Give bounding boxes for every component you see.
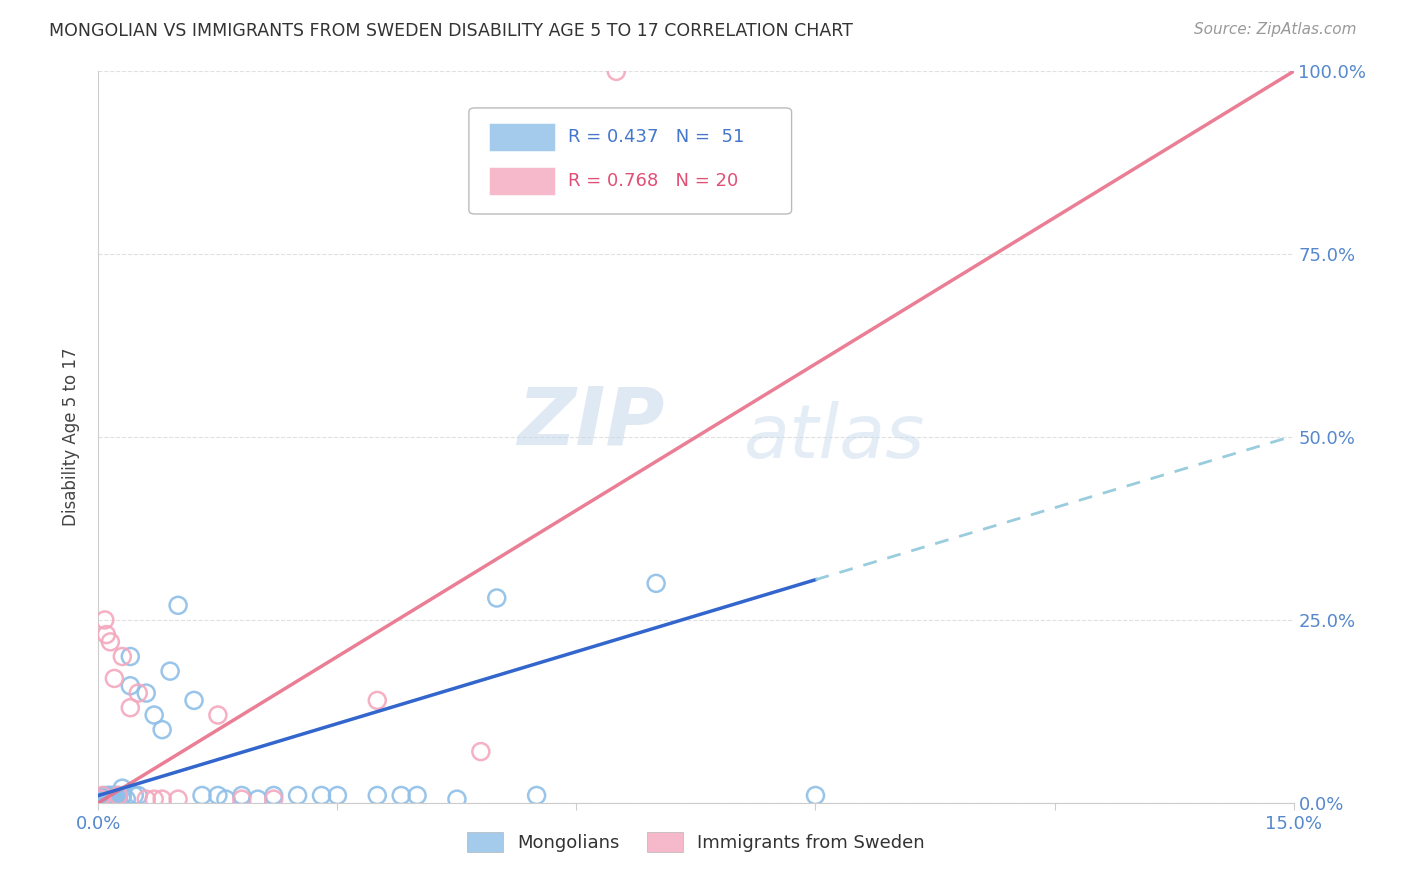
Point xyxy=(101,789,124,803)
Point xyxy=(90,792,112,806)
Point xyxy=(89,792,111,806)
Point xyxy=(90,792,112,806)
Point xyxy=(103,792,125,806)
Point xyxy=(98,792,122,806)
Point xyxy=(107,789,129,803)
Point xyxy=(150,723,173,737)
Point xyxy=(127,789,149,803)
Point xyxy=(215,792,238,806)
Point xyxy=(143,708,166,723)
Point xyxy=(263,792,285,806)
Point xyxy=(97,789,120,803)
Point xyxy=(111,781,134,796)
Point xyxy=(231,792,253,806)
Point xyxy=(98,792,121,806)
Text: atlas: atlas xyxy=(744,401,925,473)
Point xyxy=(446,792,468,806)
Point xyxy=(326,789,349,803)
Y-axis label: Disability Age 5 to 17: Disability Age 5 to 17 xyxy=(62,348,80,526)
Text: R = 0.768   N = 20: R = 0.768 N = 20 xyxy=(568,172,738,190)
Point xyxy=(91,789,114,803)
Point xyxy=(124,789,146,803)
Point xyxy=(120,679,142,693)
Point xyxy=(804,789,827,803)
Point xyxy=(287,789,309,803)
Point xyxy=(167,599,190,613)
Point xyxy=(111,649,134,664)
Point xyxy=(645,576,668,591)
Point xyxy=(526,789,548,803)
Point xyxy=(96,789,118,804)
Point xyxy=(207,789,229,803)
Point xyxy=(94,792,117,806)
Point xyxy=(485,591,508,605)
Point xyxy=(159,664,181,678)
Point xyxy=(389,789,412,803)
Point xyxy=(135,792,157,806)
Point xyxy=(135,686,157,700)
Point xyxy=(97,789,120,803)
Point xyxy=(605,64,627,78)
Point xyxy=(90,789,112,804)
FancyBboxPatch shape xyxy=(489,123,555,151)
Point xyxy=(406,789,429,803)
Point xyxy=(93,789,115,804)
Point xyxy=(143,792,166,806)
Point xyxy=(94,613,117,627)
Point xyxy=(246,792,269,806)
Point xyxy=(470,745,492,759)
Point xyxy=(103,789,125,803)
Point xyxy=(91,792,114,806)
Point xyxy=(96,627,118,641)
Point xyxy=(100,789,122,803)
Point xyxy=(263,789,285,803)
Point xyxy=(91,792,114,806)
Point xyxy=(96,792,118,806)
Point xyxy=(191,789,214,803)
Point xyxy=(89,792,111,806)
Point xyxy=(111,789,134,803)
Point xyxy=(115,792,138,806)
Point xyxy=(207,708,229,723)
Point xyxy=(94,789,117,803)
Legend: Mongolians, Immigrants from Sweden: Mongolians, Immigrants from Sweden xyxy=(460,824,932,860)
Point xyxy=(98,635,122,649)
Text: ZIP: ZIP xyxy=(517,384,664,461)
Point xyxy=(231,789,253,803)
Text: MONGOLIAN VS IMMIGRANTS FROM SWEDEN DISABILITY AGE 5 TO 17 CORRELATION CHART: MONGOLIAN VS IMMIGRANTS FROM SWEDEN DISA… xyxy=(49,22,853,40)
Point xyxy=(366,789,388,803)
Point xyxy=(120,649,142,664)
Point xyxy=(183,693,205,707)
Point xyxy=(104,789,127,803)
Point xyxy=(366,693,388,707)
Point xyxy=(150,792,173,806)
Text: Source: ZipAtlas.com: Source: ZipAtlas.com xyxy=(1194,22,1357,37)
Point xyxy=(120,700,142,714)
Point xyxy=(311,789,333,803)
FancyBboxPatch shape xyxy=(470,108,792,214)
Point xyxy=(167,792,190,806)
FancyBboxPatch shape xyxy=(489,167,555,195)
Point xyxy=(127,686,149,700)
Point xyxy=(107,789,129,803)
Point xyxy=(103,672,125,686)
Text: R = 0.437   N =  51: R = 0.437 N = 51 xyxy=(568,128,744,146)
